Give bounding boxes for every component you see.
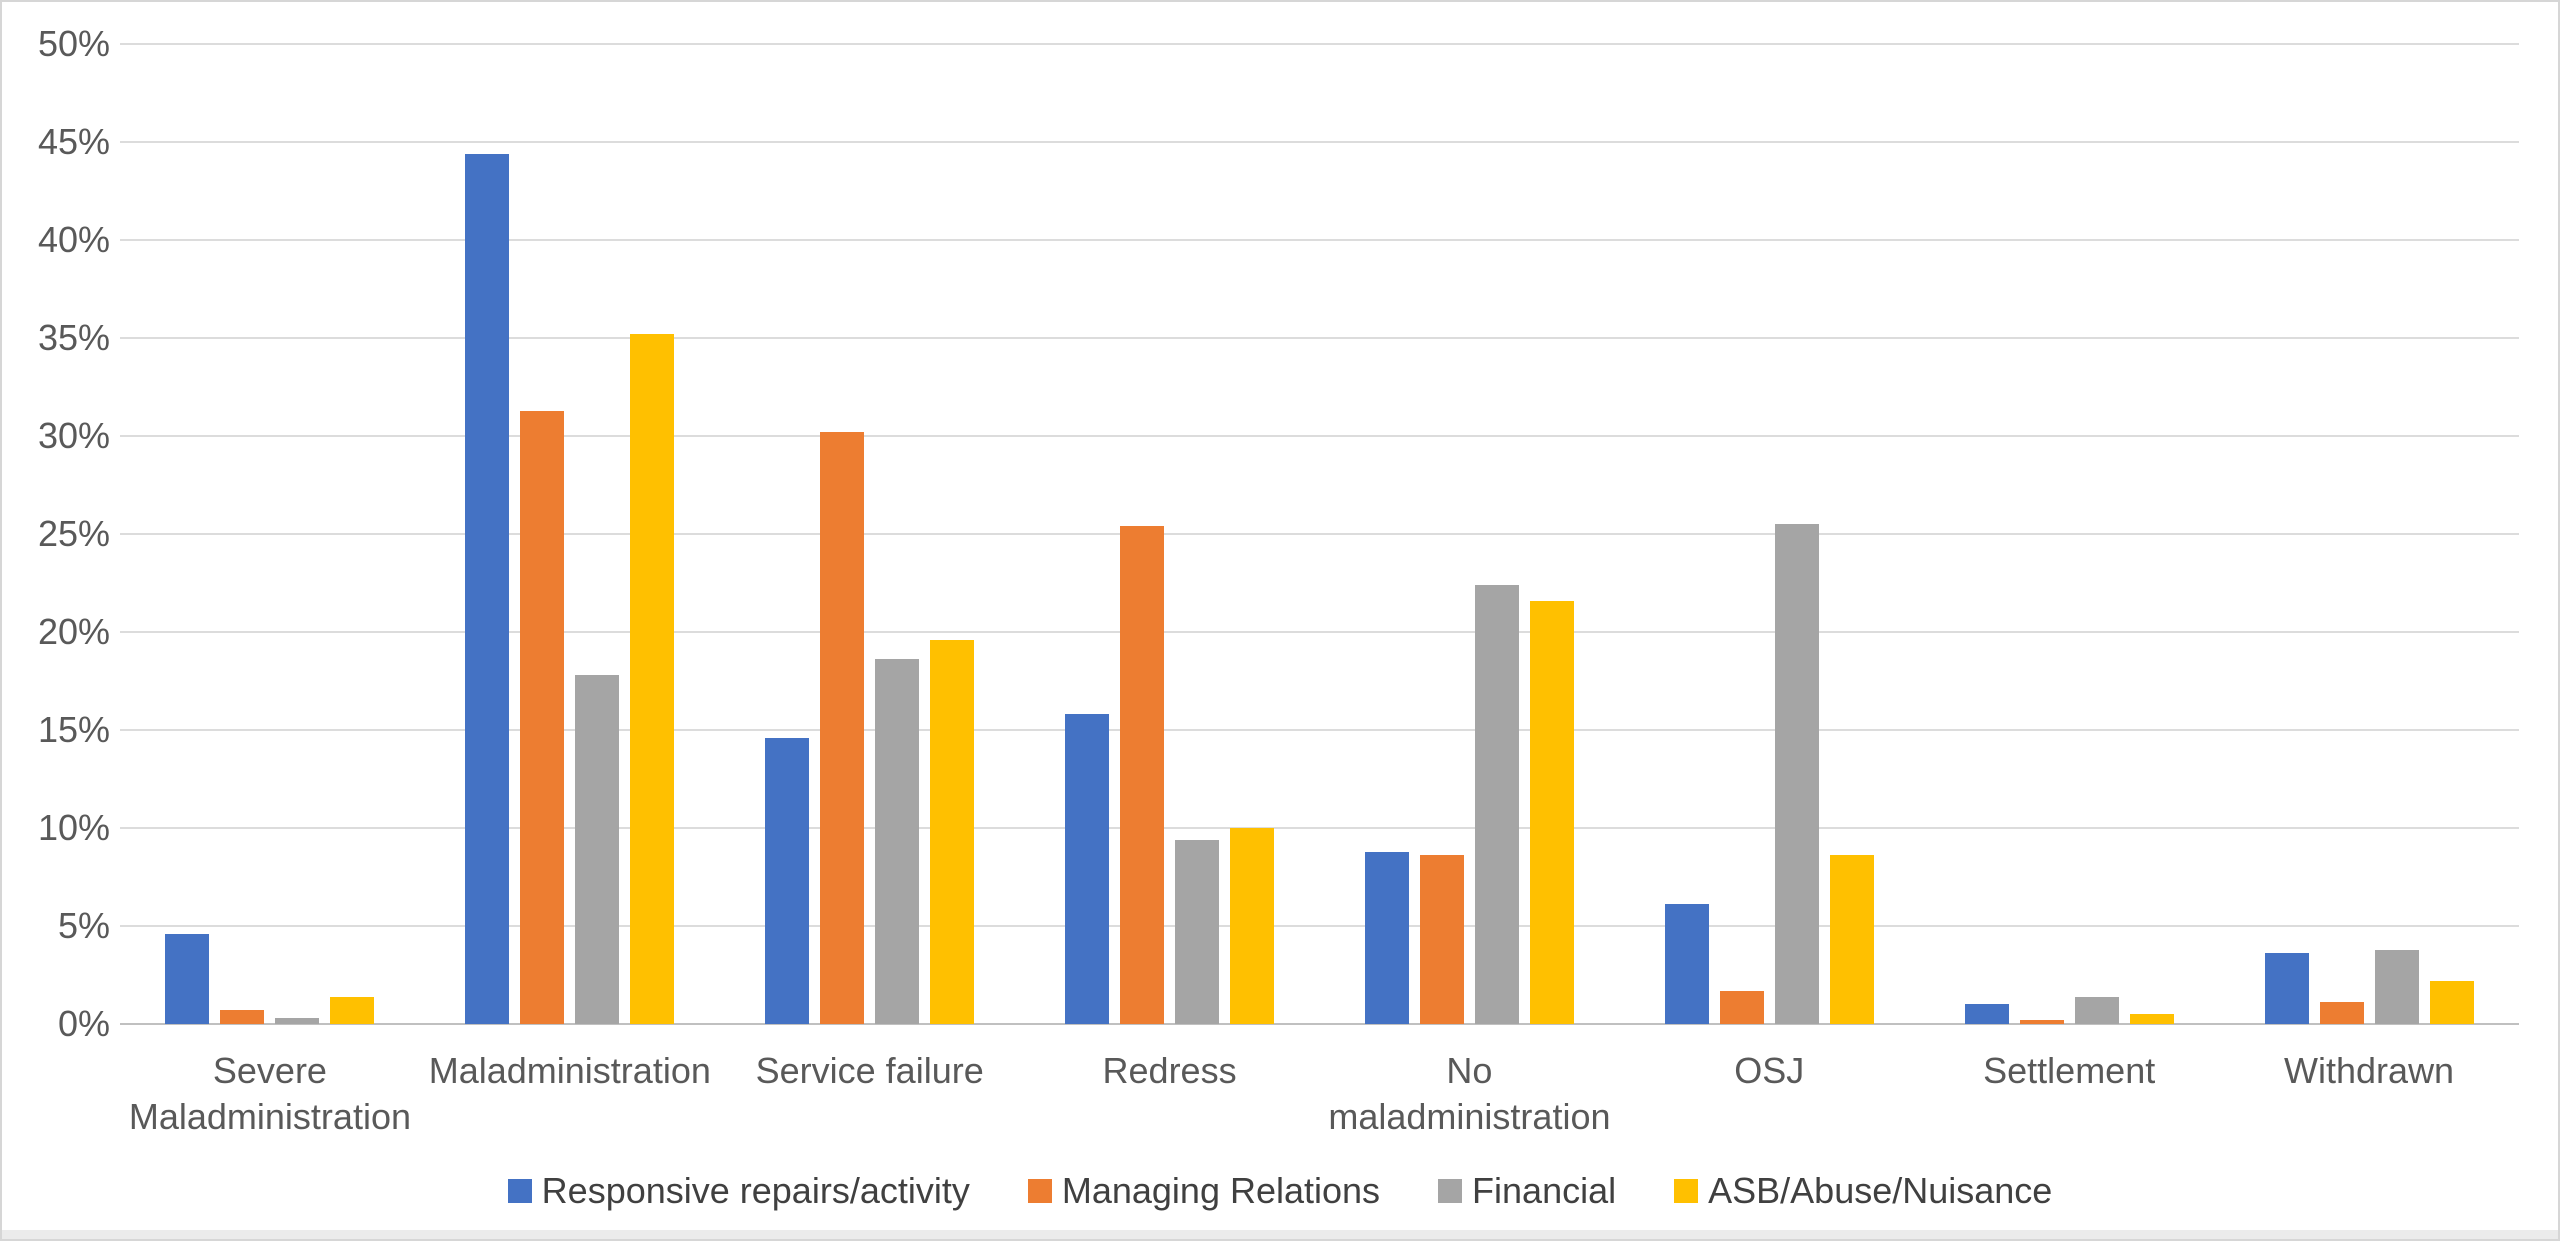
- bar: [1065, 714, 1110, 1024]
- legend-item: ASB/Abuse/Nuisance: [1674, 1170, 2052, 1212]
- bar: [630, 334, 675, 1024]
- y-tick-label: 25%: [37, 513, 110, 554]
- gridline: [120, 239, 2519, 241]
- legend-swatch: [507, 1179, 532, 1203]
- legend-item: Managing Relations: [1027, 1170, 1381, 1212]
- bar: [1664, 904, 1709, 1024]
- bar: [820, 432, 865, 1024]
- bar: [520, 410, 565, 1024]
- bar: [2019, 1020, 2064, 1024]
- bar: [2074, 996, 2119, 1024]
- bar: [1175, 839, 1220, 1024]
- gridline: [120, 141, 2519, 143]
- bottom-strip: [2, 1230, 2558, 1239]
- legend-item: Responsive repairs/activity: [507, 1170, 970, 1212]
- gridline: [120, 729, 2519, 731]
- gridline: [120, 925, 2519, 927]
- y-tick-label: 10%: [37, 807, 110, 848]
- x-category-label: OSJ: [1734, 1050, 1805, 1091]
- legend-label: ASB/Abuse/Nuisance: [1708, 1170, 2053, 1211]
- bar: [1230, 828, 1275, 1024]
- bar-groups: [120, 44, 2519, 1024]
- legend-swatch: [1027, 1179, 1052, 1203]
- x-category-label: Settlement: [1983, 1050, 2156, 1091]
- legend-label: Managing Relations: [1061, 1170, 1381, 1211]
- bar: [765, 737, 810, 1024]
- x-category-label: No maladministration: [1328, 1050, 1611, 1137]
- bar: [2129, 1014, 2174, 1024]
- bar-group: [1320, 44, 1620, 1024]
- bar: [1774, 524, 1819, 1024]
- x-category-label: Redress: [1102, 1050, 1237, 1091]
- legend-swatch: [1674, 1179, 1699, 1203]
- bar: [275, 1018, 320, 1024]
- bar: [220, 1010, 265, 1024]
- bar: [1419, 855, 1464, 1024]
- bar-group: [1919, 44, 2219, 1024]
- bar: [1529, 600, 1574, 1024]
- bar-group: [2219, 44, 2519, 1024]
- x-axis-line: [120, 1023, 2519, 1025]
- bar: [2374, 949, 2419, 1024]
- bar: [1964, 1004, 2009, 1024]
- bar-group: [420, 44, 720, 1024]
- bar: [2319, 1002, 2364, 1024]
- bar: [330, 996, 375, 1024]
- y-tick-label: 35%: [37, 317, 110, 358]
- gridline: [120, 631, 2519, 633]
- y-tick-label: 30%: [37, 415, 110, 456]
- bar: [1120, 526, 1165, 1024]
- bar: [875, 659, 920, 1024]
- plot-area: [120, 43, 2519, 1025]
- bar: [1474, 584, 1519, 1024]
- y-tick-label: 20%: [37, 611, 110, 652]
- gridline: [120, 533, 2519, 535]
- y-axis: 0% 5% 10% 15% 20% 25% 30% 35% 40% 45% 50%: [2, 23, 110, 1044]
- y-tick-label: 45%: [37, 121, 110, 162]
- bar: [575, 675, 620, 1024]
- legend: Responsive repairs/activity Managing Rela…: [2, 1170, 2558, 1212]
- bar-group: [720, 44, 1020, 1024]
- bar-group: [1020, 44, 1320, 1024]
- x-axis: Severe Maladministration Maladministratio…: [120, 1048, 2519, 1140]
- gridline: [120, 435, 2519, 437]
- bar: [1719, 990, 1764, 1024]
- gridline: [120, 827, 2519, 829]
- x-category-label: Service failure: [755, 1050, 984, 1091]
- legend-label: Financial: [1472, 1170, 1617, 1211]
- y-tick-label: 15%: [37, 709, 110, 750]
- gridline: [120, 43, 2519, 45]
- x-category-label: Maladministration: [428, 1050, 711, 1091]
- bar: [465, 153, 510, 1024]
- y-tick-label: 5%: [57, 905, 110, 946]
- bar: [1364, 851, 1409, 1024]
- y-tick-label: 0%: [57, 1003, 110, 1044]
- bar: [2429, 980, 2474, 1024]
- bar: [2264, 953, 2309, 1024]
- y-tick-label: 40%: [37, 219, 110, 260]
- legend-swatch: [1438, 1179, 1463, 1203]
- y-tick-label: 50%: [37, 23, 110, 64]
- legend-item: Financial: [1438, 1170, 1616, 1212]
- legend-label: Responsive repairs/activity: [541, 1170, 970, 1211]
- x-category-label: Withdrawn: [2284, 1050, 2455, 1091]
- x-category-label: Severe Maladministration: [128, 1050, 411, 1137]
- bar-group: [120, 44, 420, 1024]
- bar: [930, 639, 975, 1024]
- gridline: [120, 337, 2519, 339]
- bar-group: [1619, 44, 1919, 1024]
- bar: [165, 933, 210, 1024]
- bar: [1829, 855, 1874, 1024]
